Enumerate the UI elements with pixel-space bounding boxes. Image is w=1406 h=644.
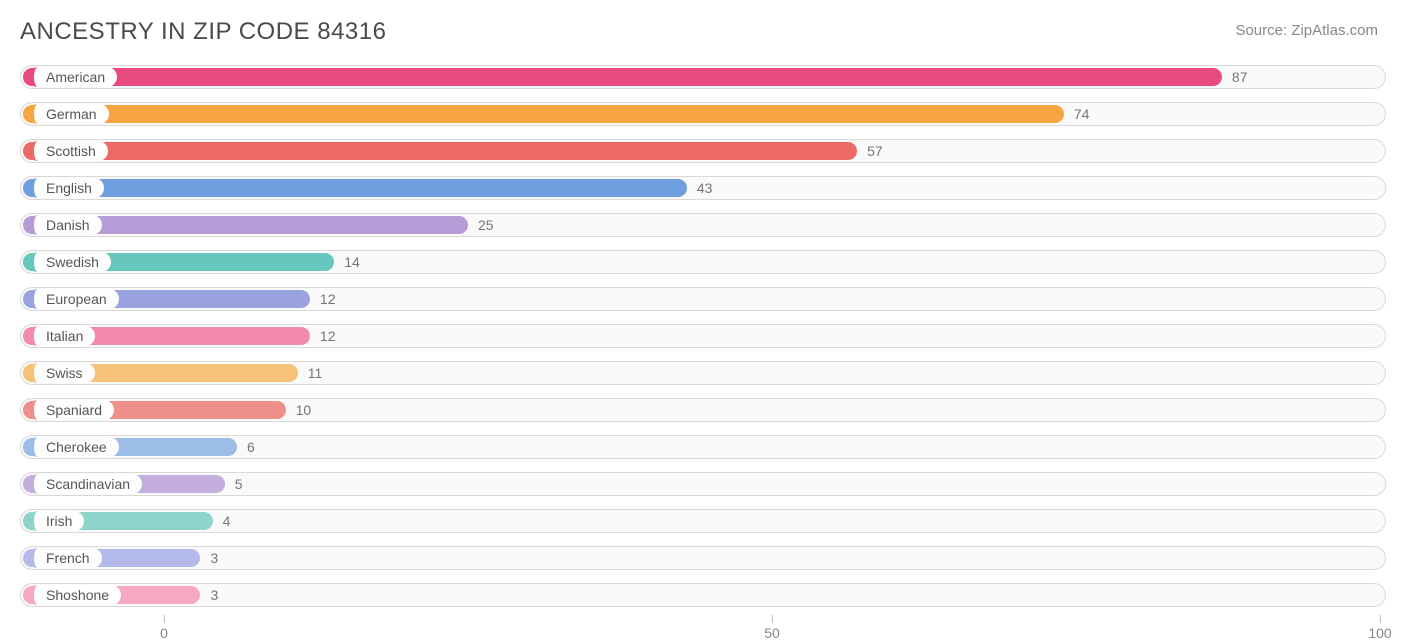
axis-tick	[164, 615, 165, 623]
bar-value: 4	[223, 513, 231, 529]
bars-region: American87German74Scottish57English43Dan…	[20, 60, 1386, 612]
bar-value: 11	[308, 365, 323, 381]
bar-track	[20, 472, 1386, 496]
bar-label: Italian	[28, 326, 95, 346]
bar-row: Danish 25	[20, 208, 1386, 242]
bar-row: Irish 4	[20, 504, 1386, 538]
bar-label: Cherokee	[28, 437, 119, 457]
bar-row: Swedish 14	[20, 245, 1386, 279]
bar-value: 57	[867, 143, 883, 159]
bar-label: Shoshone	[28, 585, 121, 605]
bar-value: 74	[1074, 106, 1090, 122]
bar-value: 3	[210, 550, 218, 566]
bar-row: American 87	[20, 60, 1386, 94]
bar-fill	[23, 105, 1064, 123]
axis-tick-label: 50	[764, 625, 780, 641]
bar-label: English	[28, 178, 104, 198]
bar-value: 25	[478, 217, 494, 233]
bar-value: 12	[320, 328, 336, 344]
bar-label: Danish	[28, 215, 102, 235]
bar-value: 3	[210, 587, 218, 603]
axis-tick-label: 0	[160, 625, 168, 641]
bar-label: German	[28, 104, 109, 124]
bar-row: French 3	[20, 541, 1386, 575]
axis-tick	[772, 615, 773, 623]
bar-label: Spaniard	[28, 400, 114, 420]
ancestry-bar-chart: ANCESTRY IN ZIP CODE 84316 Source: ZipAt…	[0, 0, 1406, 644]
bar-label: European	[28, 289, 119, 309]
bar-value: 12	[320, 291, 336, 307]
bar-fill	[23, 142, 857, 160]
bar-row: Swiss 11	[20, 356, 1386, 390]
axis-tick-label: 100	[1368, 625, 1391, 641]
bar-label: Irish	[28, 511, 84, 531]
bar-track	[20, 546, 1386, 570]
bar-row: Scandinavian 5	[20, 467, 1386, 501]
bar-label: French	[28, 548, 102, 568]
bar-row: English 43	[20, 171, 1386, 205]
bar-row: German 74	[20, 97, 1386, 131]
bar-value: 87	[1232, 69, 1248, 85]
bar-value: 14	[344, 254, 360, 270]
bar-track	[20, 583, 1386, 607]
bar-label: Scottish	[28, 141, 108, 161]
bar-value: 6	[247, 439, 255, 455]
bar-row: Italian 12	[20, 319, 1386, 353]
bar-row: Scottish 57	[20, 134, 1386, 168]
bar-label: American	[28, 67, 117, 87]
axis-tick	[1380, 615, 1381, 623]
bar-row: Cherokee 6	[20, 430, 1386, 464]
bar-value: 10	[296, 402, 312, 418]
x-axis: 050100	[20, 615, 1386, 643]
bar-label: Swedish	[28, 252, 111, 272]
bar-value: 43	[697, 180, 713, 196]
chart-source: Source: ZipAtlas.com	[1235, 22, 1378, 39]
bar-fill	[23, 68, 1222, 86]
bar-row: Spaniard 10	[20, 393, 1386, 427]
bar-fill	[23, 179, 687, 197]
bar-row: European 12	[20, 282, 1386, 316]
bar-row: Shoshone 3	[20, 578, 1386, 612]
bar-label: Scandinavian	[28, 474, 142, 494]
chart-title: ANCESTRY IN ZIP CODE 84316	[20, 18, 1386, 46]
bar-value: 5	[235, 476, 243, 492]
bar-label: Swiss	[28, 363, 95, 383]
